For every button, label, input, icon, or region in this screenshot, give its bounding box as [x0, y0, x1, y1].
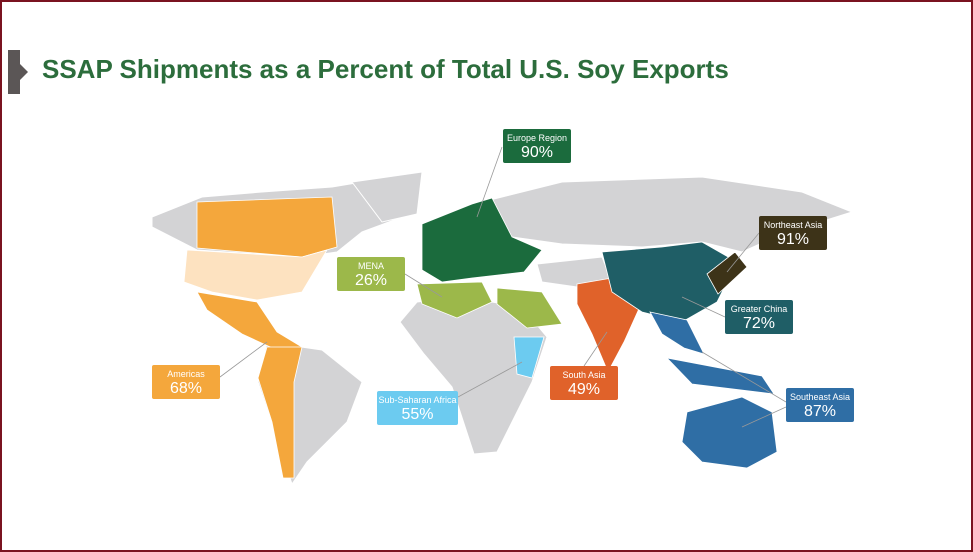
leader-line	[701, 351, 787, 403]
region-shape	[601, 241, 738, 323]
region-name: Americas	[167, 369, 205, 379]
region-value: 68%	[169, 380, 203, 397]
region-name: Southeast Asia	[789, 392, 851, 402]
region-shape	[649, 311, 705, 355]
leader-line	[457, 361, 523, 398]
region-label: Greater China 72%	[725, 300, 793, 334]
region-label: Europe Region 90%	[503, 129, 571, 163]
region-value: 91%	[776, 231, 810, 248]
region-shape	[706, 251, 748, 295]
region-name: MENA	[357, 261, 384, 271]
regions	[183, 196, 778, 479]
land	[351, 171, 423, 223]
region-name: Europe Region	[506, 133, 568, 143]
region-shape	[513, 336, 545, 379]
leader-line	[726, 232, 760, 273]
region-value: 49%	[567, 381, 601, 398]
leader-line	[404, 273, 443, 298]
region-label: Americas 68%	[152, 365, 220, 399]
region-name: Northeast Asia	[763, 220, 823, 230]
region-value: 72%	[742, 315, 776, 332]
region-name: South Asia	[562, 370, 606, 380]
region-name: Sub-Saharan Africa	[378, 395, 457, 405]
leader-lines	[219, 146, 787, 428]
region-label: Sub-Saharan Africa 55%	[377, 391, 458, 425]
region-shape	[416, 281, 493, 319]
region-shape	[196, 196, 338, 258]
region-label: Southeast Asia 87%	[786, 388, 854, 422]
slide-title: SSAP Shipments as a Percent of Total U.S…	[42, 54, 729, 84]
leader-line	[681, 296, 726, 318]
region-value: 55%	[401, 406, 434, 423]
region-shape	[665, 357, 775, 395]
region-value: 87%	[803, 403, 837, 420]
region-value: 90%	[520, 144, 554, 161]
region-name: Greater China	[730, 304, 788, 314]
leader-line	[476, 146, 503, 218]
region-shape	[257, 346, 303, 479]
region-label: South Asia 49%	[550, 366, 618, 400]
leader-line	[583, 331, 608, 367]
region-shape	[496, 287, 563, 329]
leader-line	[219, 341, 268, 378]
region-value: 26%	[354, 272, 388, 289]
title-marker	[8, 50, 28, 94]
region-shape	[183, 249, 328, 301]
region-shape	[681, 396, 778, 469]
region-shape	[421, 197, 543, 283]
region-label: Northeast Asia 91%	[759, 216, 827, 250]
leader-line	[741, 406, 787, 428]
region-label: MENA 26%	[337, 257, 405, 291]
